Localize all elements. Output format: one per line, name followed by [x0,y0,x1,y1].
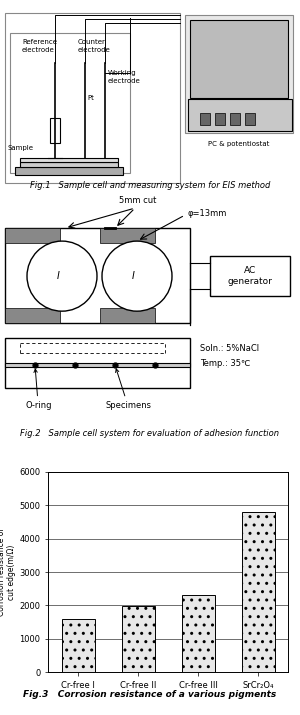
Bar [242,512,274,672]
Text: Fig.1   Sample cell and measuring system for EIS method: Fig.1 Sample cell and measuring system f… [30,181,270,190]
Bar [182,596,214,672]
Text: electrode: electrode [108,78,141,84]
Text: I: I [57,271,59,281]
Text: Sample: Sample [8,145,34,151]
Bar [50,118,60,143]
Text: Counter: Counter [78,39,106,45]
Bar [5,228,60,243]
Circle shape [102,241,172,311]
Bar [230,113,240,125]
Y-axis label: Corrosion resistance of
cut edge(m/Ω): Corrosion resistance of cut edge(m/Ω) [0,528,16,616]
Bar [122,606,154,672]
Bar [20,158,118,162]
Text: φ=13mm: φ=13mm [188,209,227,217]
Bar [100,228,155,243]
Text: Working: Working [108,70,136,76]
Bar [61,619,94,672]
Bar [188,99,292,131]
Bar [245,113,255,125]
Text: Fig.2   Sample cell system for evaluation of adhesion function: Fig.2 Sample cell system for evaluation … [20,429,280,438]
Bar [5,308,60,323]
Text: Pt: Pt [87,95,94,101]
Bar [215,113,225,125]
Bar [210,256,290,296]
Bar [5,228,190,323]
Text: Fig.3   Corrosion resistance of a various pigments: Fig.3 Corrosion resistance of a various … [23,690,277,699]
Bar [5,363,190,368]
Text: AC
generator: AC generator [228,267,272,286]
Text: Temp.: 35℃: Temp.: 35℃ [200,359,250,368]
Text: O-ring: O-ring [25,369,52,410]
Bar [15,167,123,175]
Bar [5,338,190,388]
Bar [100,308,155,323]
Bar [5,13,180,183]
Bar [20,162,118,167]
Circle shape [27,241,97,311]
Text: Specimens: Specimens [105,369,151,410]
Text: Soln.: 5%NaCl: Soln.: 5%NaCl [200,344,259,352]
Text: I: I [132,271,134,281]
Bar [190,20,288,98]
Text: electrode: electrode [22,47,55,53]
Bar [185,15,293,133]
Text: Reference: Reference [22,39,57,45]
Text: PC & potentiostat: PC & potentiostat [208,141,270,147]
Bar [10,33,130,173]
Bar [200,113,210,125]
Text: 5mm cut: 5mm cut [119,196,157,205]
Text: electrode: electrode [78,47,111,53]
